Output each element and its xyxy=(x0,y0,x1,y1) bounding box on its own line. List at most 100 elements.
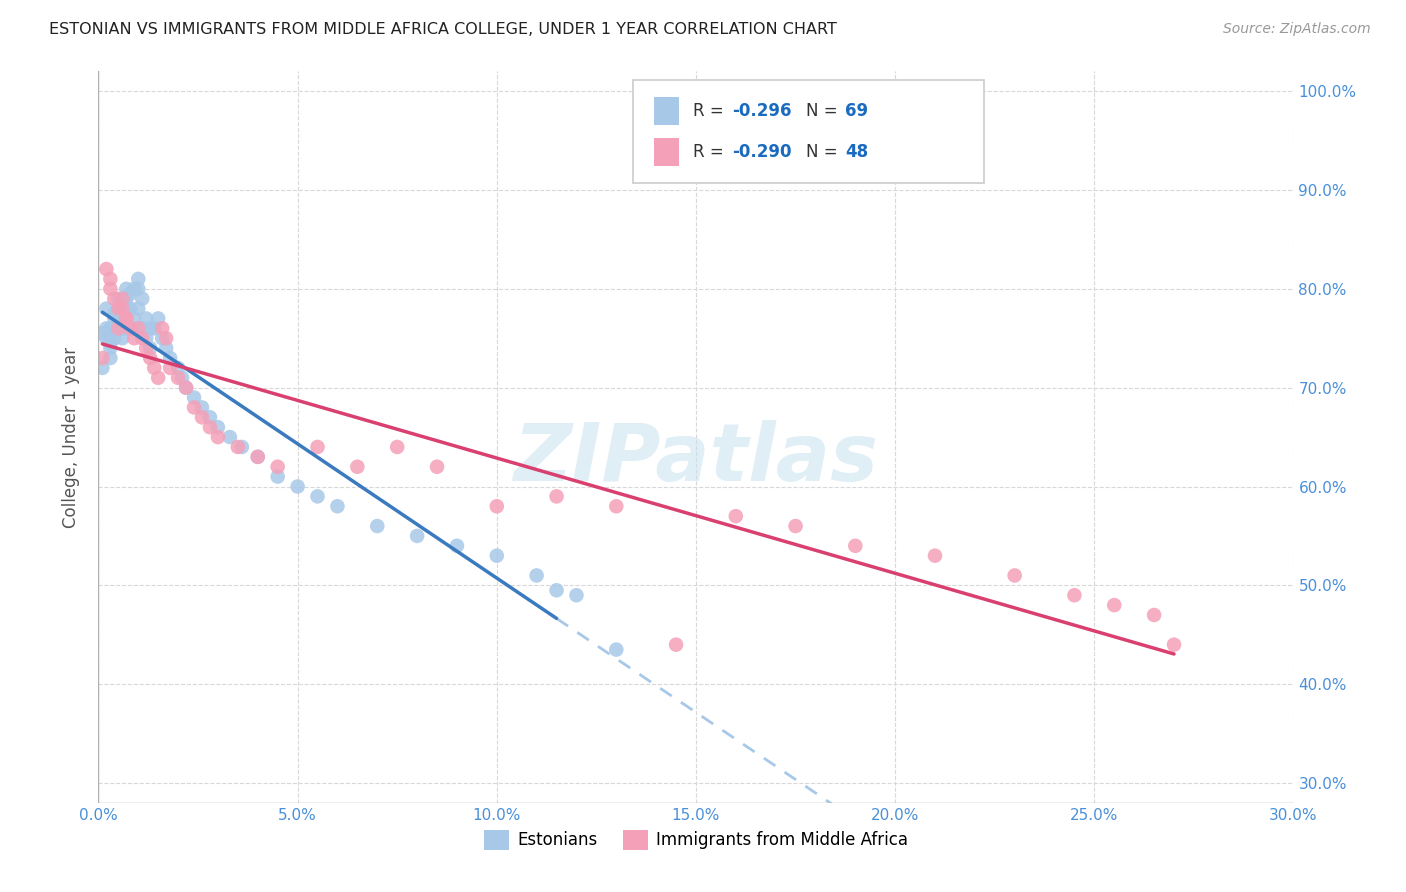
Point xyxy=(98,351,122,365)
Point xyxy=(155,341,177,355)
Point xyxy=(167,371,190,385)
Point xyxy=(115,311,138,326)
Point xyxy=(107,301,129,316)
Point xyxy=(148,371,170,385)
Point xyxy=(172,371,194,385)
Text: 48: 48 xyxy=(845,144,868,161)
Point xyxy=(150,331,173,345)
Point xyxy=(159,360,181,375)
Text: ZIPatlas: ZIPatlas xyxy=(513,420,879,498)
Point xyxy=(135,331,157,345)
Point xyxy=(103,292,125,306)
Point xyxy=(127,272,149,286)
Point xyxy=(124,331,146,345)
Point xyxy=(346,459,368,474)
Point xyxy=(120,321,142,335)
Point xyxy=(139,321,162,335)
Point xyxy=(485,500,508,514)
Point xyxy=(191,401,214,415)
Text: R =: R = xyxy=(693,144,730,161)
Point xyxy=(267,469,290,483)
Point xyxy=(103,306,125,320)
Point xyxy=(307,489,329,503)
Point xyxy=(111,301,134,316)
Point xyxy=(91,326,114,341)
Point xyxy=(111,292,134,306)
Point xyxy=(135,341,157,355)
Point xyxy=(96,331,118,345)
Point xyxy=(366,519,388,533)
Point xyxy=(406,529,429,543)
Point xyxy=(91,360,114,375)
Point xyxy=(98,321,122,335)
Point xyxy=(124,321,146,335)
Point xyxy=(198,410,221,425)
Point xyxy=(124,282,146,296)
Point xyxy=(111,331,134,345)
Point xyxy=(115,301,138,316)
Point xyxy=(111,321,134,335)
Point xyxy=(1063,588,1085,602)
Point xyxy=(96,301,118,316)
Point xyxy=(131,321,153,335)
Point xyxy=(924,549,946,563)
Text: Source: ZipAtlas.com: Source: ZipAtlas.com xyxy=(1223,22,1371,37)
Point xyxy=(1143,607,1166,622)
Point xyxy=(135,311,157,326)
Point xyxy=(446,539,468,553)
Point xyxy=(98,282,122,296)
Point xyxy=(150,321,173,335)
Point xyxy=(107,321,129,335)
Point xyxy=(107,301,129,316)
Text: -0.296: -0.296 xyxy=(733,102,792,120)
Point xyxy=(103,311,125,326)
Point xyxy=(124,311,146,326)
Point xyxy=(167,360,190,375)
Point xyxy=(131,292,153,306)
Point xyxy=(159,351,181,365)
Point xyxy=(96,321,118,335)
Point xyxy=(198,420,221,434)
Point xyxy=(148,311,170,326)
Text: 69: 69 xyxy=(845,102,868,120)
Point xyxy=(111,296,134,310)
Point xyxy=(546,583,568,598)
Point xyxy=(107,311,129,326)
Point xyxy=(485,549,508,563)
Point xyxy=(98,272,122,286)
Point xyxy=(219,430,242,444)
Point xyxy=(1104,598,1126,612)
Point xyxy=(785,519,807,533)
Legend: Estonians, Immigrants from Middle Africa: Estonians, Immigrants from Middle Africa xyxy=(478,823,914,856)
Point xyxy=(107,321,129,335)
Point xyxy=(426,459,449,474)
Point xyxy=(385,440,409,454)
Point xyxy=(183,401,205,415)
Text: N =: N = xyxy=(806,144,842,161)
Point xyxy=(724,509,747,524)
Point xyxy=(127,321,149,335)
Point xyxy=(307,440,329,454)
Point xyxy=(605,500,627,514)
Point xyxy=(115,292,138,306)
Text: R =: R = xyxy=(693,102,730,120)
Point xyxy=(98,326,122,341)
Point xyxy=(143,321,166,335)
Point xyxy=(131,331,153,345)
Point xyxy=(98,336,122,351)
Point xyxy=(267,459,290,474)
Point xyxy=(207,420,229,434)
Point xyxy=(287,479,309,493)
Y-axis label: College, Under 1 year: College, Under 1 year xyxy=(62,346,80,528)
Point xyxy=(115,321,138,335)
Text: N =: N = xyxy=(806,102,842,120)
Point xyxy=(115,311,138,326)
Point xyxy=(120,321,142,335)
Point xyxy=(191,410,214,425)
Point xyxy=(103,321,125,335)
Point xyxy=(139,341,162,355)
Point xyxy=(120,301,142,316)
Point xyxy=(96,262,118,277)
Point xyxy=(174,381,197,395)
Point xyxy=(111,306,134,320)
